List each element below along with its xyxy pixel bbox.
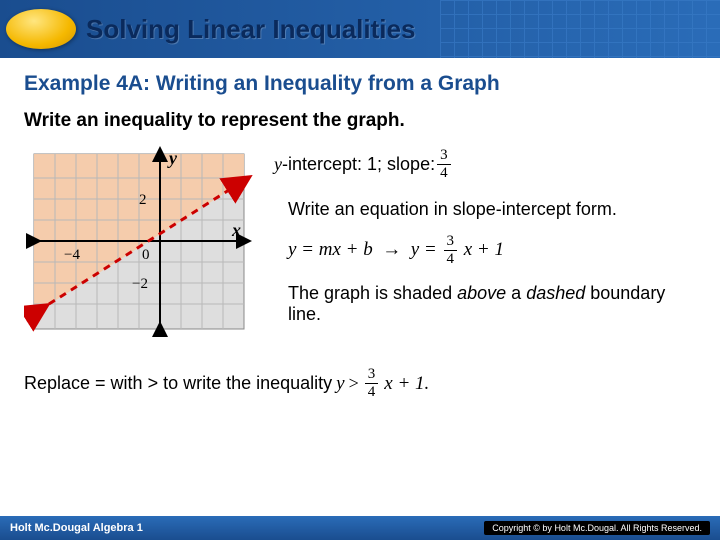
bottom-num: 3 (365, 367, 379, 384)
slope-num: 3 (437, 148, 451, 165)
footer-left: Holt Mc.Dougal Algebra 1 (10, 522, 143, 534)
arrow-icon: → (382, 239, 401, 260)
svg-text:y: y (167, 148, 178, 168)
header-grid-decor (440, 0, 720, 58)
eq-num: 3 (444, 234, 458, 251)
svg-text:−4: −4 (64, 247, 80, 263)
header-bar: Solving Linear Inequalities (0, 0, 720, 58)
footer-bar: Holt Mc.Dougal Algebra 1 Copyright © by … (0, 516, 720, 540)
explanation-column: y -intercept: 1; slope: 3 4 Write an equ… (274, 144, 696, 349)
conclusion-line: Replace = with > to write the inequality… (24, 367, 696, 400)
step2-text: Write an equation in slope-intercept for… (274, 199, 696, 220)
bottom-text: Replace = with > to write the inequality (24, 373, 332, 394)
eq-rhs-y: y = (411, 239, 442, 260)
svg-text:2: 2 (139, 192, 147, 208)
s4d: dashed (526, 283, 585, 303)
page-title: Solving Linear Inequalities (86, 14, 415, 45)
svg-text:0: 0 (142, 247, 150, 263)
example-title: Example 4A: Writing an Inequality from a… (24, 72, 696, 96)
s4c: a (506, 283, 526, 303)
bottom-y: y (336, 373, 344, 395)
eq-tail: x + 1 (464, 239, 504, 260)
s4b: above (457, 283, 506, 303)
graph-figure: y x 2 0 −2 −4 (24, 144, 256, 349)
inequality-graph-svg: y x 2 0 −2 −4 (24, 144, 256, 344)
header-oval-icon (6, 9, 76, 49)
intercept-slope-line: y -intercept: 1; slope: 3 4 (274, 148, 696, 181)
eq-fraction: 3 4 (444, 234, 458, 267)
svg-text:−2: −2 (132, 276, 148, 292)
intercept-text: -intercept: 1; slope: (282, 154, 435, 175)
instruction-text: Write an inequality to represent the gra… (24, 110, 696, 132)
bottom-den: 4 (365, 384, 379, 400)
bottom-tail: x + 1. (384, 373, 429, 395)
gt-symbol: > (349, 373, 359, 394)
y-var: y (274, 154, 282, 175)
bottom-fraction: 3 4 (365, 367, 379, 400)
step4-line: The graph is shaded above a dashed bound… (274, 283, 696, 325)
eq-lhs: y = mx + b (288, 239, 373, 260)
slope-fraction: 3 4 (437, 148, 451, 181)
slope-den: 4 (437, 165, 451, 181)
content-area: Example 4A: Writing an Inequality from a… (0, 58, 720, 400)
eq-den: 4 (444, 251, 458, 267)
equation-line: y = mx + b → y = 3 4 x + 1 (274, 234, 696, 267)
body-row: y x 2 0 −2 −4 y -intercept: 1; slope: 3 … (24, 144, 696, 349)
s4a: The graph is shaded (288, 283, 457, 303)
footer-right: Copyright © by Holt Mc.Dougal. All Right… (484, 521, 710, 535)
svg-text:x: x (231, 220, 241, 240)
